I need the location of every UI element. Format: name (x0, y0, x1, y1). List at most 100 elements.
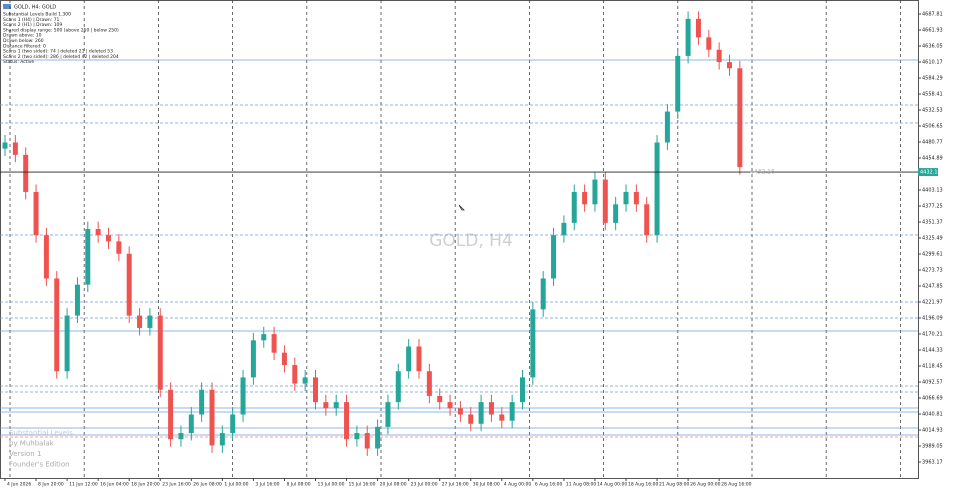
current-price-label: 4432.16 (920, 170, 941, 176)
y-tick-label: 4687.81 (922, 12, 943, 18)
candle-body (209, 389, 215, 446)
x-tick-label: 30 Jul 08:00 (473, 482, 500, 488)
info-line: Scans 2 (H1) | Drawn: 109 (3, 22, 62, 28)
x-tick-label: 6 Aug 16:00 (535, 482, 563, 488)
candle-body (478, 402, 484, 424)
candle-body (706, 37, 712, 50)
y-tick-label: 4558.41 (922, 92, 943, 98)
candle-body (551, 235, 557, 279)
info-line: Scans 1 (H4) | Drawn: 71 (3, 17, 60, 23)
x-tick-label: 8 Jun 20:00 (38, 482, 64, 488)
candle-body (499, 414, 505, 421)
y-tick-label: 4221.97 (922, 300, 943, 306)
x-tick-label: 23 Jun 16:00 (162, 482, 191, 488)
info-line: Drawn above: 10 (3, 33, 42, 39)
candle-body (230, 414, 236, 434)
candle-body (385, 402, 391, 427)
y-tick-label: 3963.17 (922, 460, 943, 466)
candle-body (168, 389, 174, 440)
current-price-note: 4432.16 (750, 169, 775, 176)
candle-body (12, 142, 18, 155)
y-tick-label: 4170.21 (922, 332, 943, 338)
candle-body (85, 229, 91, 285)
x-tick-label: 18 Aug 16:00 (628, 482, 658, 488)
candle-body (33, 191, 39, 236)
candle-body (126, 253, 132, 316)
candle-body (582, 191, 588, 205)
y-tick-label: 4377.25 (922, 204, 943, 210)
candle-body (199, 389, 205, 415)
plot-frame (0, 0, 919, 479)
candle-body (395, 371, 401, 403)
x-tick-label: 14 Aug 00:00 (597, 482, 627, 488)
candle-body (520, 377, 525, 403)
branding-line: Founder's Edition (9, 461, 70, 469)
candle-body (540, 278, 546, 310)
info-line: Substantial Levels Build 1.300 (3, 12, 71, 18)
candle-body (457, 408, 463, 415)
candle-body (302, 377, 308, 384)
candle-body (675, 55, 681, 112)
candle-body (313, 377, 318, 403)
x-tick-label: 27 Jul 16:00 (442, 482, 469, 488)
x-tick-label: 18 Jun 20:00 (131, 482, 160, 488)
candle-body (447, 402, 453, 409)
current-price-box (918, 168, 938, 177)
watermark: GOLD, H4 (429, 231, 513, 251)
candle-body (147, 315, 153, 328)
y-tick-label: 4636.05 (922, 44, 943, 50)
info-line: Scans 2 (two sided): 286 | deleted 42 | … (3, 54, 119, 60)
y-tick-label: 4480.77 (922, 140, 943, 146)
candle-body (416, 346, 422, 372)
symbol-header: GOLD, H4: GOLD (14, 5, 56, 11)
candle-body (654, 142, 660, 236)
y-tick-label: 4247.85 (922, 284, 943, 290)
candle-body (281, 352, 287, 366)
candle-body (685, 18, 691, 56)
candle-body (240, 377, 246, 415)
info-line: Scans 1 (two sided): 74 | deleted 21 | d… (3, 49, 113, 55)
candle-body (137, 315, 143, 328)
candle-body (178, 433, 184, 440)
y-tick-label: 4661.93 (922, 28, 943, 34)
candle-body (530, 309, 536, 378)
candle-body (406, 346, 412, 372)
x-tick-label: 15 Jul 16:00 (349, 482, 376, 488)
candle-body (116, 241, 122, 254)
y-tick-label: 4403.13 (922, 188, 943, 194)
x-tick-label: 13 Jul 00:00 (318, 482, 345, 488)
y-tick-label: 4118.45 (922, 364, 943, 370)
candle-body (437, 395, 443, 403)
cursor (458, 204, 465, 211)
info-line: Drawn below: 260 (3, 38, 44, 44)
candle-body (488, 402, 494, 415)
x-tick-label: 26 Aug 00:00 (690, 482, 720, 488)
x-tick-label: 1 Jul 00:00 (224, 482, 248, 488)
candle-body (95, 229, 101, 236)
candle-body (426, 371, 432, 396)
candle-body (644, 204, 650, 236)
y-tick-label: 4273.73 (922, 268, 943, 274)
candle-body (64, 315, 70, 372)
candle-body (271, 334, 277, 353)
candle-body (261, 334, 267, 341)
candle-body (157, 315, 163, 390)
info-line: Shared display range: 500 (above 250 | b… (3, 27, 119, 33)
y-tick-label: 4610.17 (922, 60, 943, 66)
y-tick-label: 4325.49 (922, 236, 943, 242)
info-line: Distance filtered: 0 (3, 43, 46, 49)
candle-body (716, 49, 722, 63)
candle-body (54, 278, 60, 372)
candle-body (292, 365, 298, 384)
x-tick-label: 26 Jun 08:00 (193, 482, 222, 488)
y-tick-label: 4014.93 (922, 428, 943, 434)
candle-body (364, 433, 370, 449)
x-tick-label: 20 Jul 08:00 (380, 482, 407, 488)
x-tick-label: 11 Jun 12:00 (69, 482, 98, 488)
x-tick-label: 23 Jul 00:00 (411, 482, 438, 488)
y-tick-label: 4092.57 (922, 380, 943, 386)
candle-body (323, 402, 329, 409)
x-tick-label: 8 Jul 08:00 (286, 482, 310, 488)
branding-line: Version 1 (9, 450, 41, 458)
